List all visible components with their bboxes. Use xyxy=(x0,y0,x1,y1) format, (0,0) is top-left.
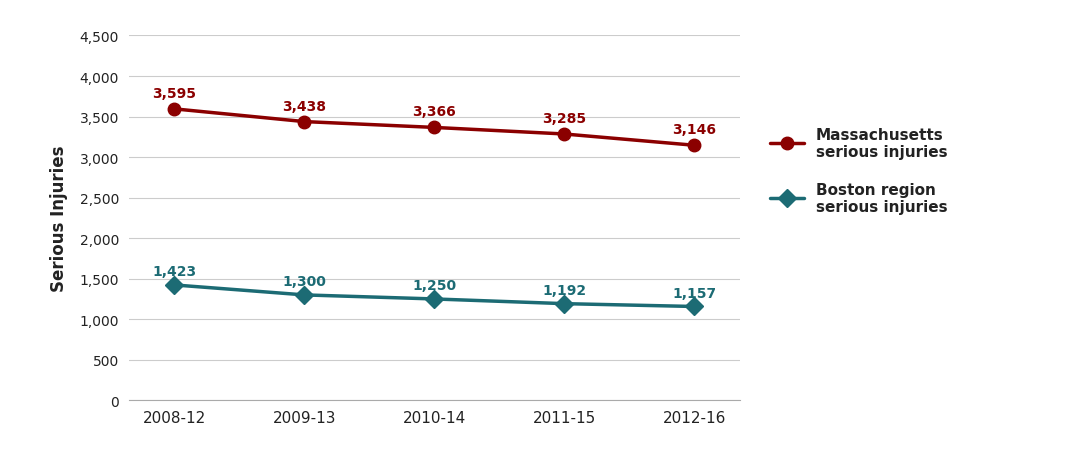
Text: 3,595: 3,595 xyxy=(152,87,196,101)
Massachusetts
serious injuries xyxy=(167,107,180,112)
Line: Massachusetts
serious injuries: Massachusetts serious injuries xyxy=(168,103,700,152)
Massachusetts
serious injuries xyxy=(428,126,441,131)
Text: 1,423: 1,423 xyxy=(152,264,196,278)
Text: 3,438: 3,438 xyxy=(282,100,326,113)
Y-axis label: Serious Injuries: Serious Injuries xyxy=(50,145,69,292)
Boston region
serious injuries xyxy=(428,297,441,302)
Text: 1,250: 1,250 xyxy=(412,278,457,293)
Boston region
serious injuries xyxy=(167,283,180,288)
Massachusetts
serious injuries xyxy=(557,132,570,137)
Massachusetts
serious injuries xyxy=(688,143,701,149)
Boston region
serious injuries xyxy=(688,304,701,309)
Text: 3,366: 3,366 xyxy=(413,105,456,119)
Text: 3,285: 3,285 xyxy=(542,112,586,126)
Boston region
serious injuries xyxy=(557,301,570,307)
Massachusetts
serious injuries xyxy=(298,120,311,125)
Line: Boston region
serious injuries: Boston region serious injuries xyxy=(168,279,700,313)
Text: 3,146: 3,146 xyxy=(672,123,716,137)
Text: 1,192: 1,192 xyxy=(542,283,586,297)
Text: 1,300: 1,300 xyxy=(282,274,326,288)
Legend: Massachusetts
serious injuries, Boston region
serious injuries: Massachusetts serious injuries, Boston r… xyxy=(770,127,948,215)
Text: 1,157: 1,157 xyxy=(672,286,716,300)
Boston region
serious injuries xyxy=(298,293,311,298)
